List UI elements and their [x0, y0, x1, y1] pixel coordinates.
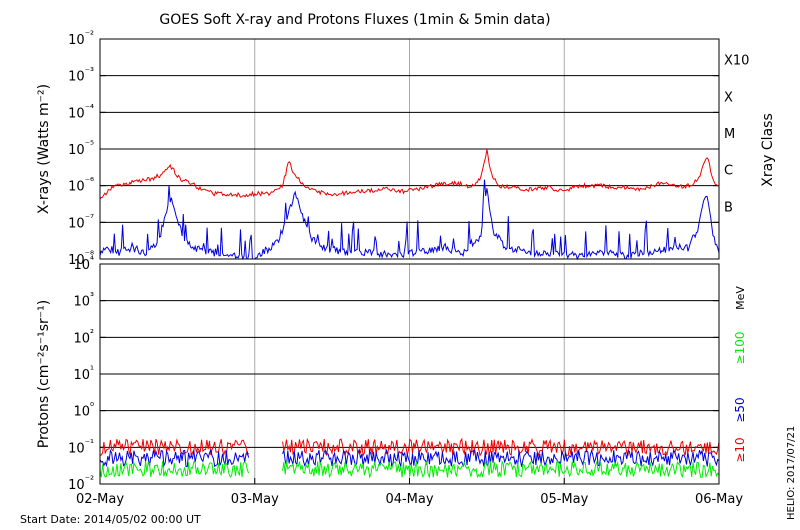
helio-credit: HELIO: 2017/07/21	[786, 426, 797, 520]
start-date-label: Start Date: 2014/05/02 00:00 UT	[20, 513, 201, 526]
proton-y-axis-label: Protons (cm⁻²s⁻¹sr⁻¹)	[36, 300, 52, 449]
xray-class-label: X	[724, 90, 733, 105]
xray-class-label: B	[724, 200, 733, 215]
x-tick-label: 05-May	[540, 492, 588, 507]
xray-class-label: C	[724, 164, 733, 179]
proton-y-tick-label: 10⁴	[73, 255, 94, 273]
proton-y-tick-label: 10⁻²	[68, 475, 94, 493]
proton-energy-label: ≥100	[733, 332, 747, 365]
x-tick-label: 06-May	[695, 492, 743, 507]
xray-class-label: X10	[724, 54, 749, 69]
proton-y-tick-label: 10²	[73, 328, 94, 346]
proton-series-100-segment-0	[100, 461, 249, 477]
x-tick-label: 03-May	[231, 492, 279, 507]
x-tick-label: 04-May	[385, 492, 433, 507]
proton-energy-label: ≥50	[733, 397, 747, 422]
proton-panel: 10⁴ 10³ 10² 10¹ 10⁰ 10⁻¹ 10⁻² Protons (cm⁻²s⁻¹s…	[36, 255, 747, 507]
xray-y-axis-label: X-rays (Watts m⁻²)	[36, 84, 52, 214]
xray-class-label: M	[724, 127, 735, 142]
xray-y-tick-label: 10⁻³	[68, 67, 94, 85]
mev-label: MeV	[734, 286, 747, 310]
proton-y-tick-label: 10³	[73, 292, 94, 310]
xray-y-tick-label: 10⁻⁶	[68, 177, 94, 195]
proton-y-tick-label: 10⁻¹	[68, 438, 94, 456]
xray-y-tick-label: 10⁻⁵	[68, 140, 94, 158]
x-tick-label: 02-May	[76, 492, 124, 507]
xray-class-axis-label: Xray Class	[760, 113, 776, 187]
xray-y-tick-label: 10⁻²	[68, 30, 94, 48]
proton-energy-label: ≥10	[733, 437, 747, 462]
proton-y-tick-label: 10⁰	[73, 402, 94, 420]
xray-y-tick-label: 10⁻⁷	[68, 213, 94, 231]
xray-panel: 10⁻²10⁻³10⁻⁴10⁻⁵10⁻⁶10⁻⁷10⁻⁸X-rays (Watt…	[36, 30, 776, 268]
proton-y-tick-label: 10¹	[73, 365, 94, 383]
xray-y-tick-label: 10⁻⁴	[68, 103, 94, 121]
chart-title: GOES Soft X-ray and Protons Fluxes (1min…	[159, 12, 550, 28]
